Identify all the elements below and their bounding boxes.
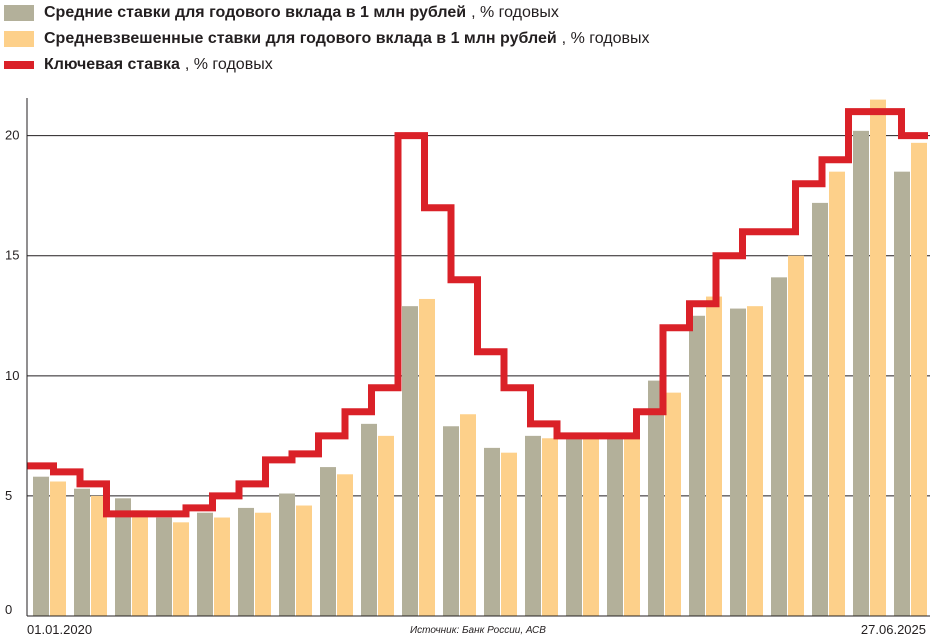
bar-avg-16 — [689, 315, 705, 616]
legend-label-weighted: Средневзвешенные ставки для годового вкл… — [44, 30, 557, 47]
bar-avg-3 — [156, 517, 172, 616]
legend-swatch-weighted — [4, 31, 34, 47]
bar-weighted-14 — [624, 433, 640, 616]
legend: Средние ставки для годового вклада в 1 м… — [4, 0, 650, 78]
legend-swatch-avg — [4, 5, 34, 21]
key-rate-path — [27, 108, 928, 518]
x-end-label: 27.06.2025 — [861, 622, 926, 636]
bars — [33, 99, 927, 617]
y-tick-label-10: 10 — [5, 368, 19, 383]
legend-item-avg: Средние ставки для годового вклада в 1 м… — [4, 0, 650, 26]
y-tick-label-15: 15 — [5, 248, 19, 263]
legend-label-avg: Средние ставки для годового вклада в 1 м… — [44, 4, 467, 21]
bar-avg-9 — [402, 306, 418, 616]
bar-avg-13 — [566, 435, 582, 616]
bar-weighted-1 — [91, 495, 107, 616]
bar-weighted-8 — [378, 435, 394, 616]
bar-avg-21 — [894, 171, 910, 616]
bar-weighted-11 — [501, 452, 517, 616]
bar-avg-12 — [525, 435, 541, 616]
y-tick-label-5: 5 — [5, 488, 12, 503]
bar-weighted-6 — [296, 505, 312, 616]
bar-avg-14 — [607, 435, 623, 616]
y-tick-label-0: 0 — [5, 602, 12, 617]
bar-weighted-18 — [788, 255, 804, 617]
legend-label-key-rate: Ключевая ставка — [44, 56, 180, 73]
bar-avg-2 — [115, 498, 131, 616]
legend-item-key-rate: Ключевая ставка, % годовых — [4, 52, 650, 78]
bar-avg-8 — [361, 423, 377, 616]
bar-weighted-17 — [747, 306, 763, 616]
y-tick-label-20: 20 — [5, 128, 19, 143]
legend-item-weighted: Средневзвешенные ставки для годового вкл… — [4, 26, 650, 52]
bar-weighted-20 — [870, 99, 886, 617]
axes: 0 5 10 15 20 — [5, 98, 930, 617]
x-start-label: 01.01.2020 — [27, 622, 92, 636]
bar-weighted-7 — [337, 474, 353, 616]
bar-weighted-19 — [829, 171, 845, 616]
bar-avg-11 — [484, 447, 500, 616]
bar-avg-6 — [279, 493, 295, 616]
bar-avg-1 — [74, 488, 90, 616]
bar-avg-17 — [730, 308, 746, 616]
legend-units-weighted: % годовых — [570, 30, 650, 47]
bar-weighted-2 — [132, 510, 148, 616]
bar-weighted-21 — [911, 142, 927, 616]
legend-swatch-key-rate — [4, 61, 34, 69]
bar-avg-5 — [238, 507, 254, 616]
bar-weighted-5 — [255, 512, 271, 616]
bar-weighted-15 — [665, 392, 681, 616]
bar-avg-20 — [853, 130, 869, 616]
bar-avg-18 — [771, 277, 787, 616]
source-note: Источник: Банк России, АСВ — [410, 625, 546, 636]
bar-avg-4 — [197, 512, 213, 616]
bar-avg-7 — [320, 467, 336, 616]
legend-units-avg: % годовых — [479, 4, 559, 21]
bar-weighted-12 — [542, 438, 558, 616]
bar-weighted-13 — [583, 438, 599, 616]
bar-weighted-16 — [706, 296, 722, 616]
bar-weighted-9 — [419, 298, 435, 616]
bar-weighted-4 — [214, 517, 230, 616]
bar-avg-15 — [648, 380, 664, 616]
bar-weighted-3 — [173, 522, 189, 616]
key-rate-line — [27, 108, 928, 518]
bar-weighted-10 — [460, 414, 476, 616]
bar-avg-19 — [812, 202, 828, 616]
bar-avg-0 — [33, 476, 49, 616]
bar-avg-10 — [443, 426, 459, 616]
bar-weighted-0 — [50, 481, 66, 616]
legend-units-key-rate: % годовых — [193, 56, 273, 73]
